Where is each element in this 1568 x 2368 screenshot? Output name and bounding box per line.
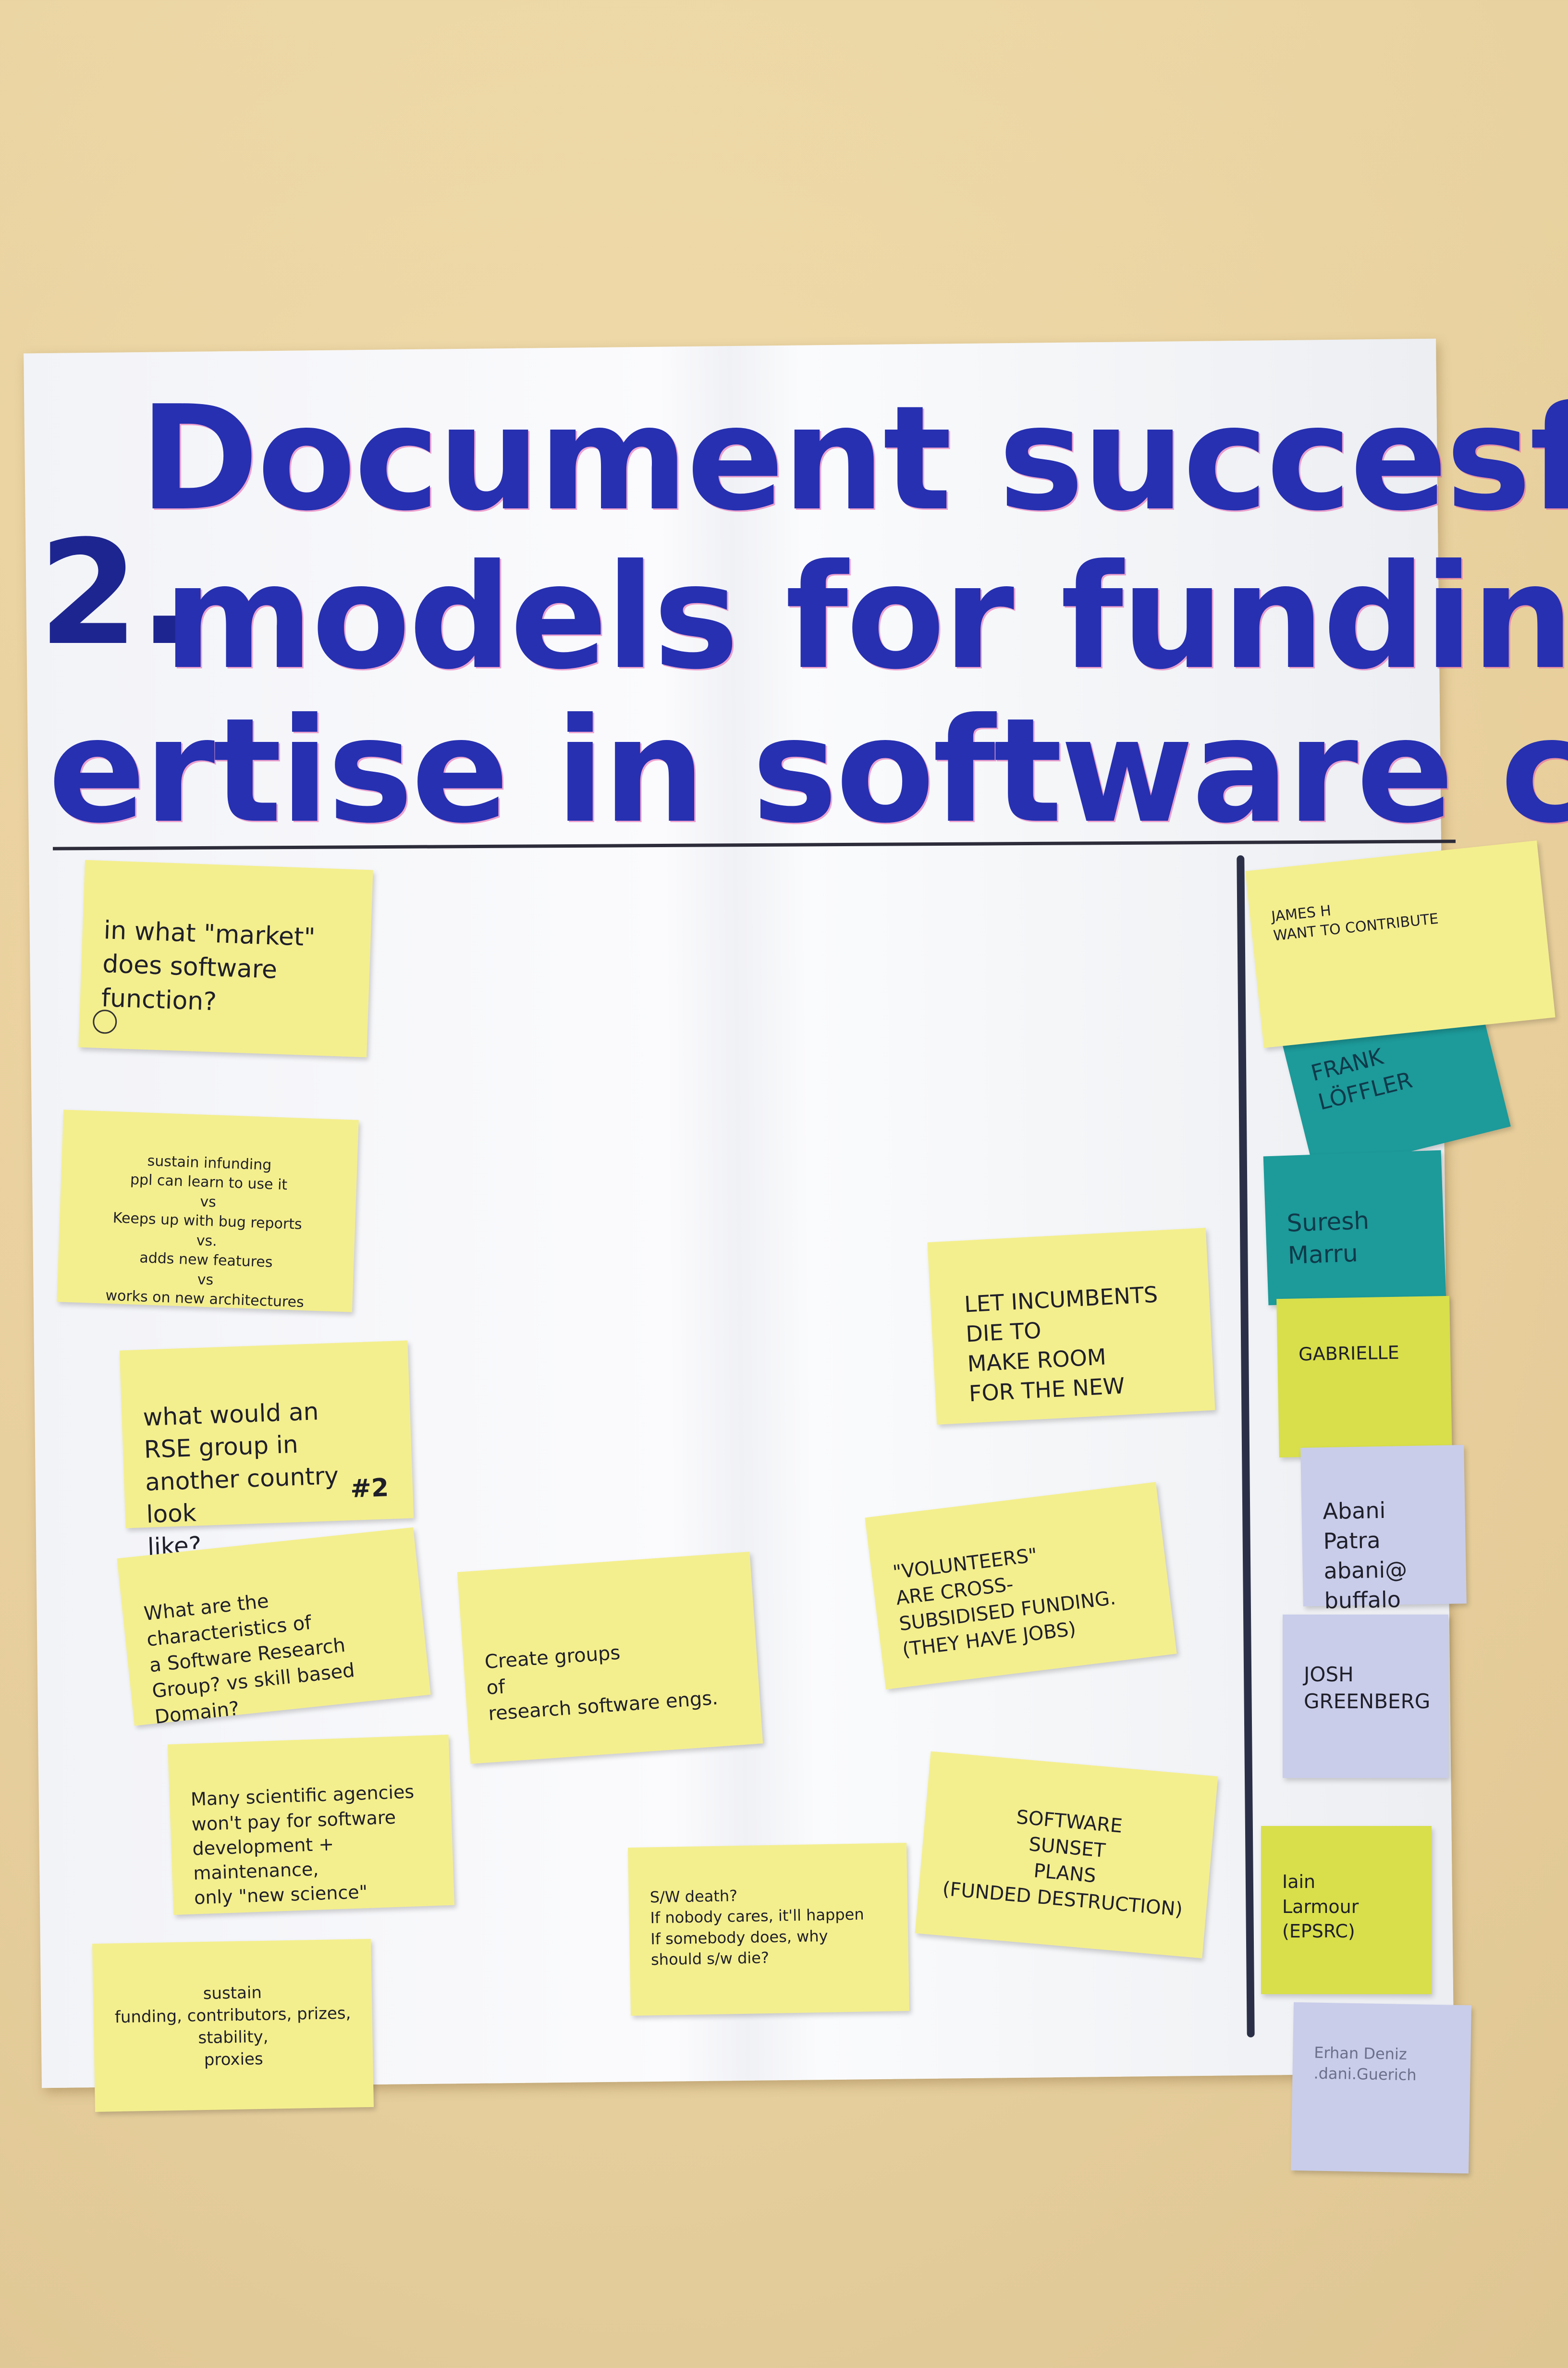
- note-text: SOFTWARE SUNSET PLANS (FUNDED DESTRUCTIO…: [942, 1806, 1184, 1921]
- note-text: in what "market" does software function?: [100, 916, 316, 1016]
- poster-title-line-3: ertise in software collaboration: [48, 687, 1568, 855]
- sticky-note-sunset-plans: SOFTWARE SUNSET PLANS (FUNDED DESTRUCTIO…: [915, 1751, 1218, 1959]
- note-text: GABRIELLE: [1298, 1342, 1400, 1365]
- note-text: JOSH GREENBERG: [1304, 1662, 1431, 1714]
- sticky-note-market: in what "market" does software function?: [78, 860, 373, 1058]
- note-text: Erhan Deniz .dani.Guerich: [1313, 2043, 1417, 2084]
- sticky-note-create-groups: Create groups of research software engs.: [457, 1552, 763, 1764]
- section-number: 2.: [38, 509, 194, 677]
- note-text: Suresh Marru: [1286, 1206, 1370, 1270]
- note-text: Abani Patra abani@ buffalo: [1322, 1497, 1408, 1614]
- note-text: "VOLUNTEERS" ARE CROSS- SUBSIDISED FUNDI…: [891, 1544, 1117, 1661]
- sticky-note-erhan: Erhan Deniz .dani.Guerich: [1290, 2002, 1472, 2174]
- sticky-note-james: JAMES H WANT TO CONTRIBUTE: [1245, 840, 1556, 1048]
- note-number-tag: #2: [350, 1473, 390, 1504]
- note-text: JAMES H WANT TO CONTRIBUTE: [1270, 902, 1439, 945]
- poster-title-line-2: models for funding exp-: [163, 533, 1568, 701]
- sticky-note-sw-death: S/W death? If nobody cares, it'll happen…: [627, 1842, 910, 2016]
- sticky-note-volunteers: "VOLUNTEERS" ARE CROSS- SUBSIDISED FUNDI…: [865, 1482, 1177, 1690]
- sticky-note-suresh: Suresh Marru: [1263, 1150, 1446, 1306]
- sticky-note-iain: Iain Larmour (EPSRC): [1261, 1826, 1432, 1994]
- sticky-note-josh: JOSH GREENBERG: [1283, 1615, 1448, 1778]
- note-text: FRANK LÖFFLER: [1308, 1043, 1415, 1115]
- note-text: LET INCUMBENTS DIE TO MAKE ROOM FOR THE …: [963, 1281, 1159, 1407]
- note-text: Many scientific agencies won't pay for s…: [190, 1781, 415, 1909]
- sticky-note-rse-group: what would an RSE group in another count…: [119, 1340, 414, 1561]
- poster-title-line-1: Document succesful: [139, 375, 1568, 543]
- sticky-note-gabrielle: GABRIELLE: [1276, 1295, 1452, 1458]
- circle-mark-icon: [92, 1009, 118, 1035]
- note-text: Iain Larmour (EPSRC): [1282, 1871, 1359, 1942]
- note-text: sustain infunding ppl can learn to use i…: [105, 1152, 305, 1311]
- sticky-note-sustain-funding: sustain infunding ppl can learn to use i…: [57, 1110, 359, 1312]
- sticky-note-incumbents: LET INCUMBENTS DIE TO MAKE ROOM FOR THE …: [927, 1228, 1215, 1425]
- sticky-note-characteristics: What are the characteristics of a Softwa…: [117, 1527, 431, 1728]
- note-text: sustain funding, contributors, prizes, s…: [114, 1983, 351, 2070]
- sticky-note-agencies: Many scientific agencies won't pay for s…: [167, 1734, 455, 1915]
- sticky-note-abani: Abani Patra abani@ buffalo: [1300, 1445, 1467, 1614]
- sticky-note-sustain-proxies: sustain funding, contributors, prizes, s…: [92, 1938, 374, 2112]
- note-text: S/W death? If nobody cares, it'll happen…: [649, 1887, 864, 1969]
- note-text: Create groups of research software engs.: [484, 1641, 719, 1725]
